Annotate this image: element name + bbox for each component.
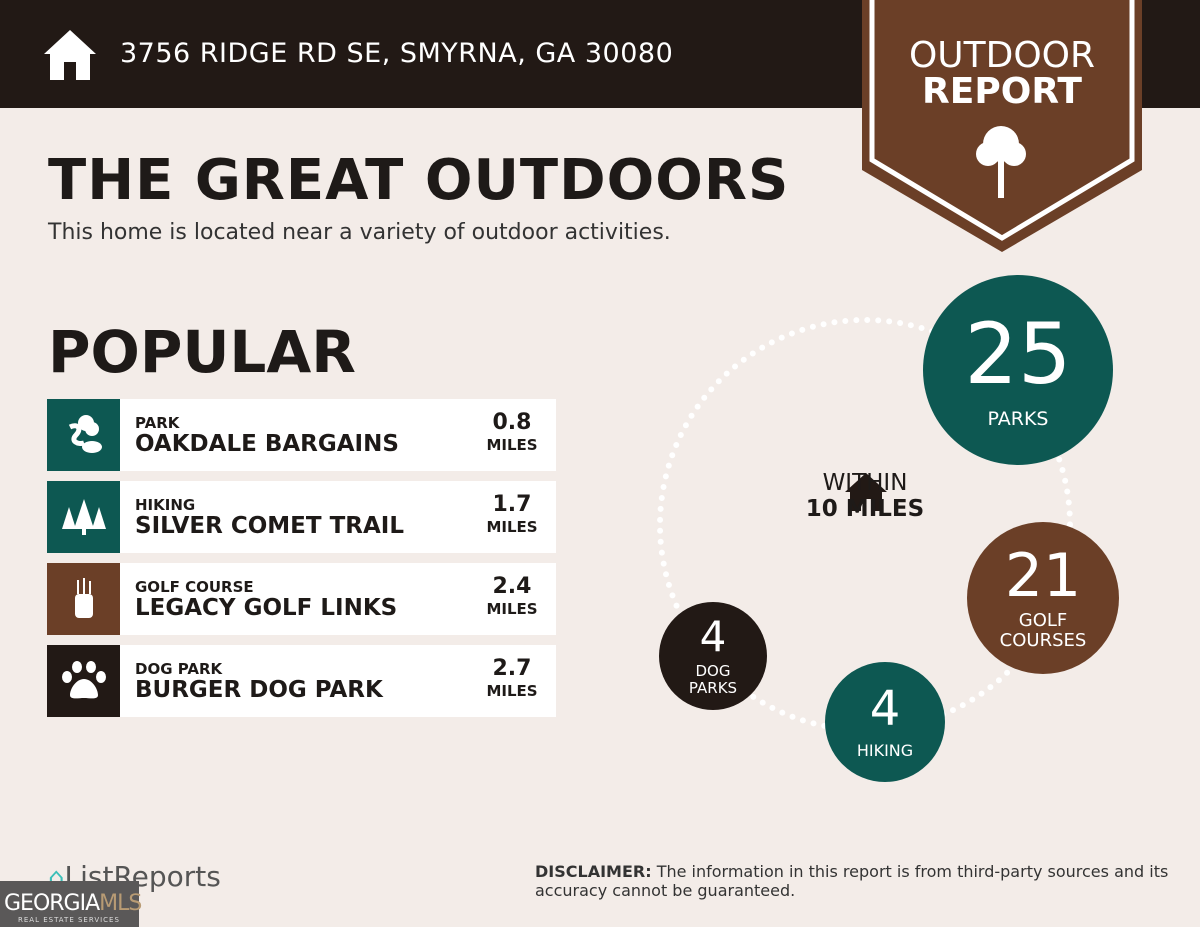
item-category: GOLF COURSE [135, 578, 254, 596]
dog-parks-count-circle: 4 DOG PARKS [659, 602, 767, 710]
within-label: WITHIN [822, 470, 908, 496]
distance-unit: MILES [486, 600, 538, 618]
item-category: DOG PARK [135, 660, 223, 678]
item-category: HIKING [135, 496, 196, 514]
within-radius: WITHIN 10 MILES [790, 470, 940, 522]
count-label: HIKING [856, 741, 914, 760]
distance-value: 1.7 [492, 492, 532, 517]
item-distance: 2.7 MILES [482, 657, 542, 701]
item-distance: 2.4 MILES [482, 575, 542, 619]
item-name: BURGER DOG PARK [135, 677, 383, 703]
count-label: PARKS [688, 679, 738, 697]
count-label: DOG [695, 662, 731, 680]
item-name: LEGACY GOLF LINKS [135, 595, 398, 621]
tree-icon [976, 126, 1026, 198]
mls-text-accent: MLS [99, 891, 142, 916]
disclaimer: DISCLAIMER: The information in this repo… [535, 862, 1175, 900]
list-item[interactable]: GOLF COURSE LEGACY GOLF LINKS 2.4 MILES [47, 563, 556, 635]
distance-unit: MILES [486, 518, 538, 536]
page-subtitle: This home is located near a variety of o… [48, 220, 671, 245]
badge-line2: REPORT [922, 71, 1082, 112]
home-icon [44, 30, 96, 80]
mls-text: GEORGIA [4, 891, 100, 916]
distance-value: 2.7 [492, 656, 532, 681]
disclaimer-text: The information in this report is from t… [535, 862, 1169, 900]
popular-heading: POPULAR [48, 318, 356, 386]
parks-count-circle: 25 PARKS [923, 275, 1113, 465]
count-label: COURSES [999, 630, 1087, 651]
count-label: PARKS [987, 407, 1049, 430]
item-name: SILVER COMET TRAIL [135, 513, 404, 539]
list-item[interactable]: PARK OAKDALE BARGAINS 0.8 MILES [47, 399, 556, 471]
hiking-count-circle: 4 HIKING [825, 662, 945, 782]
outdoor-report-badge [862, 0, 1142, 252]
mls-subtext: REAL ESTATE SERVICES [18, 916, 120, 924]
badge-title: OUTDOOR REPORT [862, 38, 1142, 110]
item-distance: 1.7 MILES [482, 493, 542, 537]
distance-value: 0.8 [492, 410, 532, 435]
distance-unit: MILES [486, 682, 538, 700]
count-value: 21 [1004, 541, 1082, 611]
badge-line1: OUTDOOR [908, 35, 1096, 76]
pine-trees-icon [47, 481, 120, 553]
park-icon [47, 399, 120, 471]
distance-unit: MILES [486, 436, 538, 454]
list-item[interactable]: HIKING SILVER COMET TRAIL 1.7 MILES [47, 481, 556, 553]
count-value: 4 [699, 612, 727, 661]
count-label: GOLF [1018, 610, 1068, 631]
georgia-mls-logo: GEORGIAMLS REAL ESTATE SERVICES [0, 881, 142, 927]
count-value: 25 [964, 304, 1072, 403]
within-distance: 10 MILES [805, 496, 925, 522]
count-value: 4 [869, 681, 901, 737]
page-title: THE GREAT OUTDOORS [48, 148, 790, 213]
disclaimer-label: DISCLAIMER: [535, 862, 652, 881]
golf-count-circle: 21 GOLF COURSES [967, 522, 1119, 674]
golf-bag-icon [47, 563, 120, 635]
list-item[interactable]: DOG PARK BURGER DOG PARK 2.7 MILES [47, 645, 556, 717]
home-icon [845, 473, 887, 511]
item-distance: 0.8 MILES [482, 411, 542, 455]
item-name: OAKDALE BARGAINS [135, 431, 399, 457]
property-address: 3756 RIDGE RD SE, SMYRNA, GA 30080 [120, 38, 674, 69]
distance-value: 2.4 [492, 574, 532, 599]
item-category: PARK [135, 414, 180, 432]
paw-icon [47, 645, 120, 717]
